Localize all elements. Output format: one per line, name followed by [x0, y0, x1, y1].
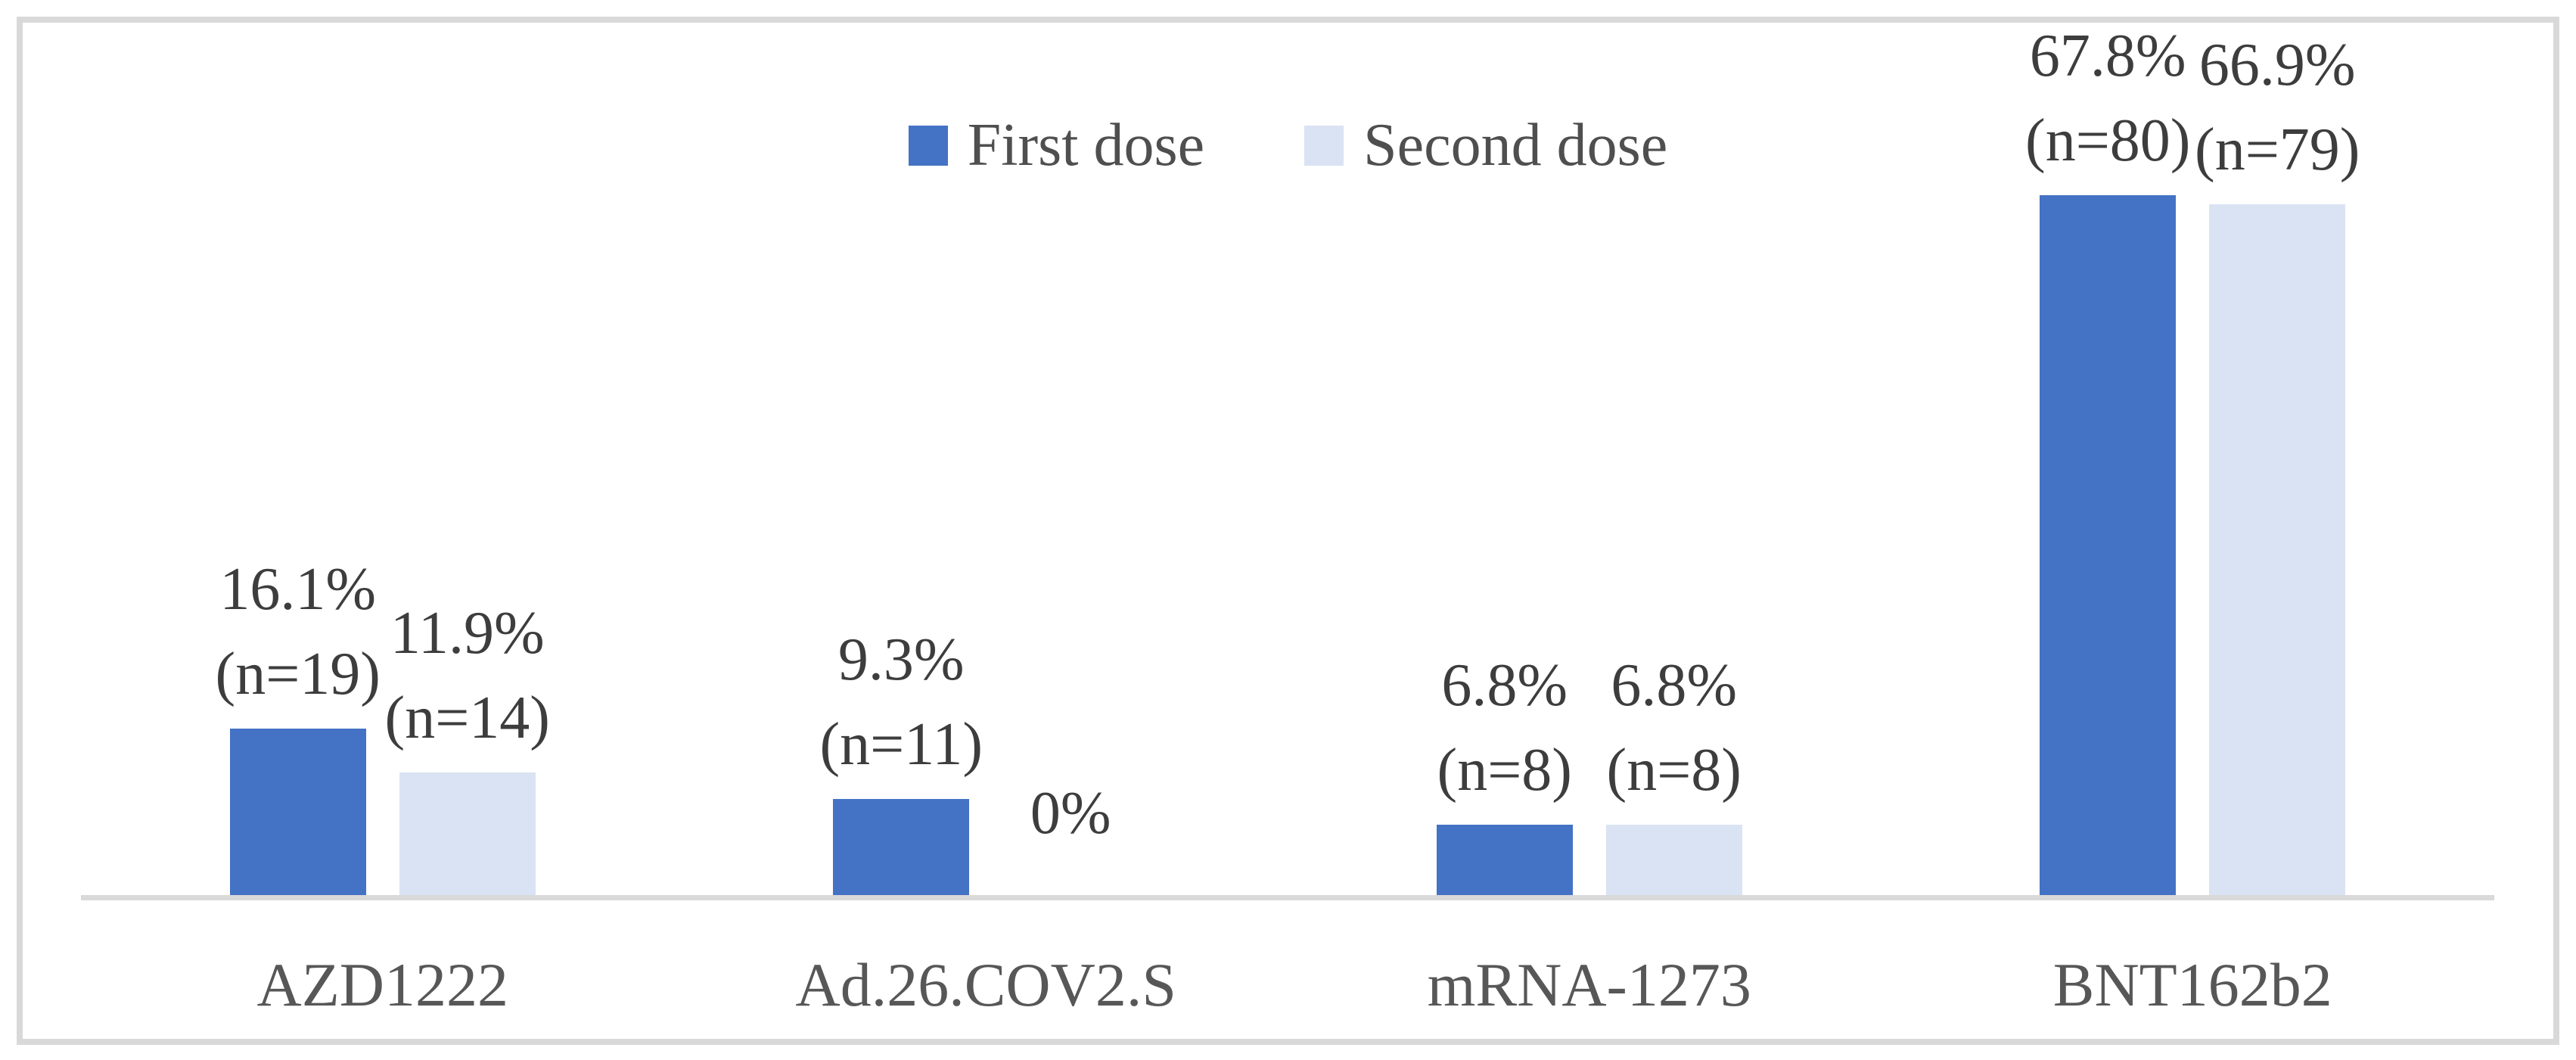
- data-label-line: 67.8%: [2029, 23, 2186, 89]
- bar-second-dose-mrna-1273: [1605, 825, 1742, 895]
- x-axis-label-azd1222: AZD1222: [256, 950, 509, 1019]
- data-label-line: 6.8%: [1441, 652, 1568, 720]
- data-label-line: 9.3%: [837, 626, 965, 694]
- data-label-line: 16.1%: [219, 556, 377, 623]
- legend-swatch-second-dose: [1304, 125, 1344, 166]
- data-label-group-second-dose-ad-26-cov2-s: 0%: [844, 771, 1297, 856]
- data-label-line: (n=80): [2025, 107, 2191, 174]
- data-label-group-second-dose-azd1222: 11.9% (n=14): [241, 591, 694, 760]
- data-label-group-first-dose-ad-26-cov2-s: 9.3% (n=11): [674, 617, 1128, 787]
- data-label-line: 6.8%: [1611, 652, 1738, 720]
- data-label-group-second-dose-mrna-1273: 6.8% (n=8): [1447, 643, 1901, 813]
- bar-first-dose-bnt162b2: [2040, 195, 2177, 895]
- legend-label-second-dose: Second dose: [1363, 112, 1668, 179]
- legend-item-first-dose: First dose: [908, 112, 1205, 179]
- data-label-group-first-dose-azd1222: 16.1% (n=19): [71, 547, 525, 717]
- data-label-group-first-dose-mrna-1273: 6.8% (n=8): [1278, 643, 1732, 813]
- legend-swatch-first-dose: [908, 125, 948, 166]
- bar-first-dose-ad-26-cov2-s: [833, 799, 970, 895]
- data-label-line: (n=8): [1606, 737, 1742, 804]
- legend-item-second-dose: Second dose: [1304, 115, 1667, 176]
- bar-second-dose-bnt162b2: [2209, 204, 2346, 895]
- data-label-line: (n=79): [2195, 117, 2360, 184]
- data-label-line: 11.9%: [390, 599, 545, 667]
- data-label-line: (n=11): [819, 711, 983, 779]
- data-label-line: (n=19): [215, 641, 381, 708]
- legend-label-first-dose: First dose: [967, 112, 1205, 179]
- data-label-line: (n=8): [1437, 737, 1572, 804]
- x-axis-label-mrna-1273: mRNA-1273: [1427, 950, 1751, 1019]
- chart-legend: First dose Second dose: [0, 115, 2576, 176]
- x-axis-label-bnt162b2: BNT162b2: [2052, 950, 2332, 1019]
- x-axis-label-ad-26-cov2-s: Ad.26.COV2.S: [795, 950, 1176, 1019]
- bar-first-dose-mrna-1273: [1436, 825, 1573, 895]
- bar-first-dose-azd1222: [229, 729, 366, 895]
- data-label-group-second-dose-bnt162b2: 66.9% (n=79): [2050, 23, 2504, 192]
- x-axis-line: [81, 895, 2494, 900]
- bar-second-dose-azd1222: [399, 772, 536, 895]
- data-label-line: 66.9%: [2198, 32, 2356, 99]
- data-label-line: 0%: [1030, 780, 1111, 847]
- data-label-line: (n=14): [384, 684, 550, 751]
- data-label-group-first-dose-bnt162b2: 67.8% (n=80): [1881, 14, 2335, 183]
